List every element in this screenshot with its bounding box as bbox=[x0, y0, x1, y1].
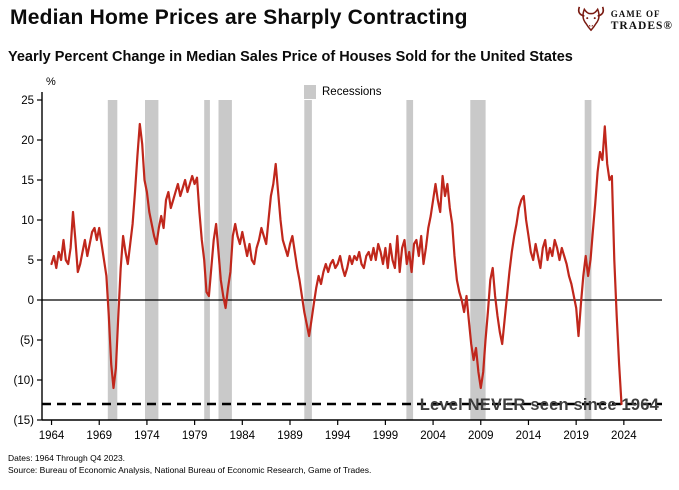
footer-dates: Dates: 1964 Through Q4 2023. bbox=[8, 453, 126, 463]
y-tick-label: 10 bbox=[21, 215, 34, 227]
recession-band bbox=[145, 100, 159, 420]
x-tick-label: 1969 bbox=[86, 430, 112, 442]
recession-band bbox=[304, 100, 312, 420]
y-axis-unit-label: % bbox=[46, 76, 56, 88]
x-tick-label: 2014 bbox=[516, 430, 542, 442]
x-tick-label: 1974 bbox=[134, 430, 160, 442]
x-tick-label: 2009 bbox=[468, 430, 494, 442]
recession-legend-label: Recessions bbox=[322, 86, 382, 98]
y-tick-label: 5 bbox=[28, 255, 34, 267]
y-tick-label: (10) bbox=[14, 375, 35, 387]
recession-band bbox=[470, 100, 486, 420]
y-tick-label: (5) bbox=[20, 335, 34, 347]
recession-band bbox=[584, 100, 592, 420]
recession-band bbox=[204, 100, 210, 420]
bull-icon bbox=[576, 5, 606, 37]
y-tick-label: (15) bbox=[14, 415, 35, 427]
y-tick-label: 25 bbox=[21, 95, 34, 107]
y-tick-label: 15 bbox=[21, 175, 34, 187]
dashed-level-annotation: Level NEVER seen since 1964 bbox=[419, 396, 659, 414]
x-tick-label: 2019 bbox=[563, 430, 589, 442]
chart-subtitle: Yearly Percent Change in Median Sales Pr… bbox=[8, 49, 573, 65]
y-tick-label: 0 bbox=[28, 295, 34, 307]
y-tick-label: 20 bbox=[21, 135, 34, 147]
x-tick-label: 1989 bbox=[277, 430, 303, 442]
x-tick-label: 2024 bbox=[611, 430, 637, 442]
footer-source: Source: Bureau of Economic Analysis, Nat… bbox=[8, 465, 372, 475]
brand-line1: GAME OF bbox=[610, 9, 661, 20]
x-tick-label: 1999 bbox=[373, 430, 399, 442]
brand-line2: TRADES® bbox=[610, 19, 673, 32]
recession-band bbox=[218, 100, 232, 420]
x-tick-label: 1979 bbox=[182, 430, 208, 442]
recession-legend-swatch bbox=[304, 85, 316, 99]
x-tick-label: 1964 bbox=[39, 430, 65, 442]
recession-band bbox=[107, 100, 118, 420]
page-title: Median Home Prices are Sharply Contracti… bbox=[10, 6, 468, 29]
brand-logo: GAME OF TRADES® bbox=[576, 5, 673, 37]
x-tick-label: 1984 bbox=[230, 430, 256, 442]
price-change-line-chart: 25 20 15 10 5 0 (5) (10) (15) 1964 1969 1974 1979 198… bbox=[14, 92, 662, 442]
x-tick-label: 1994 bbox=[325, 430, 351, 442]
price-change-series bbox=[50, 122, 623, 406]
legend: Recessions bbox=[304, 85, 381, 99]
brand-name: GAME OF TRADES® bbox=[610, 9, 673, 32]
chart-area: 25 20 15 10 5 0 (5) (10) (15) 1964 1969 1974 1979 198… bbox=[0, 78, 679, 450]
x-tick-label: 2004 bbox=[420, 430, 446, 442]
